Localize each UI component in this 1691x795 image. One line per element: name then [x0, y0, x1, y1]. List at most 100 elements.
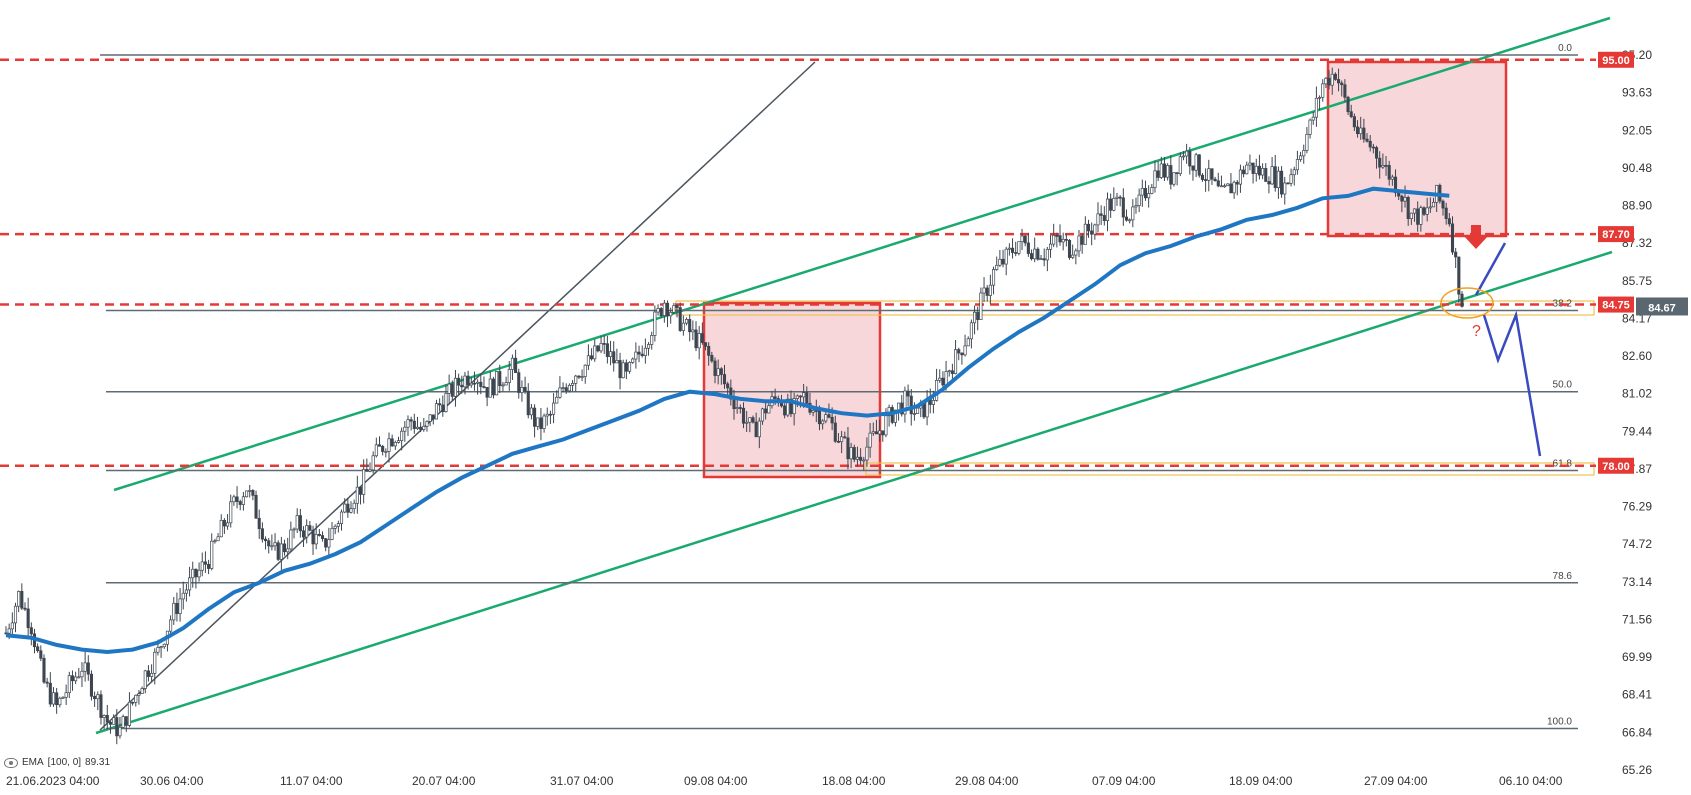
- x-tick-label: 21.06.2023 04:00: [6, 774, 100, 788]
- candle-body: [485, 387, 489, 398]
- candle-body: [1010, 247, 1015, 253]
- candle-body: [279, 543, 283, 560]
- candle-body: [691, 329, 695, 333]
- candle-body: [235, 496, 239, 502]
- candle-body: [232, 496, 236, 503]
- indicator-value: 89.31: [85, 757, 111, 768]
- fib-label: 61.8: [1553, 459, 1573, 470]
- candle-body: [514, 357, 518, 373]
- candle-body: [1352, 116, 1356, 128]
- eye-icon[interactable]: [4, 757, 18, 768]
- candle-body: [159, 646, 163, 649]
- candle-body: [672, 305, 676, 313]
- candle-body: [466, 375, 470, 386]
- candle-body: [1280, 170, 1284, 195]
- candle-body: [444, 393, 448, 413]
- candle-body: [1204, 179, 1208, 181]
- candle-body: [523, 387, 527, 392]
- candle-body: [219, 520, 223, 538]
- candle-body: [400, 430, 404, 441]
- candle-body: [93, 695, 97, 700]
- candle-body: [643, 347, 647, 356]
- candle-body: [760, 408, 765, 422]
- candle-body: [273, 542, 277, 547]
- x-tick-label: 29.08 04:00: [955, 774, 1019, 788]
- candle-body: [916, 407, 920, 414]
- x-tick-label: 06.10 04:00: [1499, 774, 1563, 788]
- candle-body: [1213, 178, 1217, 182]
- candle-body: [688, 319, 692, 333]
- candle-body: [995, 264, 999, 270]
- candle-body: [735, 407, 739, 410]
- candle-body: [627, 362, 632, 372]
- candle-body: [1337, 79, 1341, 84]
- candle-body: [802, 392, 806, 398]
- candle-body: [64, 692, 68, 698]
- candle-body: [1397, 192, 1401, 197]
- candle-body: [317, 533, 321, 536]
- candle-body: [1147, 193, 1151, 199]
- x-tick-label: 31.07 04:00: [550, 774, 614, 788]
- candle-body: [453, 377, 458, 397]
- candle-body: [1330, 73, 1334, 86]
- x-tick-label: 07.09 04:00: [1092, 774, 1156, 788]
- lower-channel-line: [95, 250, 1613, 735]
- candle-body: [210, 540, 214, 569]
- candle-body: [241, 496, 245, 505]
- y-tick-label: 90.48: [1622, 161, 1652, 175]
- candle-body: [58, 697, 62, 706]
- candle-body: [358, 486, 363, 495]
- candle-body: [859, 456, 863, 461]
- candle-body: [1137, 194, 1141, 206]
- candle-body: [1454, 251, 1458, 258]
- candle-body: [590, 355, 594, 360]
- candle-body: [1223, 185, 1227, 188]
- candle-body: [131, 701, 135, 704]
- candle-body: [460, 384, 464, 388]
- y-tick-label: 93.63: [1622, 86, 1652, 100]
- candle-body: [1036, 248, 1040, 260]
- candle-body: [441, 404, 445, 413]
- candle-body: [419, 426, 423, 430]
- candle-body: [238, 501, 242, 505]
- indicator-legend[interactable]: EMA [100, 0] 89.31: [4, 757, 110, 768]
- candle-body: [415, 426, 420, 429]
- candle-body: [48, 682, 52, 705]
- candle-body: [77, 676, 81, 679]
- candle-body: [270, 545, 274, 548]
- candle-body: [827, 414, 831, 418]
- candle-body: [267, 540, 271, 547]
- candle-body: [1273, 166, 1277, 189]
- candle-body: [884, 415, 888, 436]
- candle-body: [868, 432, 872, 448]
- candle-body: [1102, 215, 1106, 221]
- candle-body: [703, 342, 708, 347]
- down-arrow-icon: [1463, 225, 1489, 249]
- candle-body: [479, 381, 483, 387]
- y-tick-label: 85.75: [1622, 274, 1652, 288]
- candle-body: [276, 542, 280, 560]
- candle-body: [406, 419, 410, 428]
- candle-body: [1162, 163, 1167, 178]
- candle-body: [669, 312, 673, 317]
- candle-body: [140, 688, 144, 694]
- candle-body: [745, 421, 749, 424]
- y-tick-label: 68.41: [1622, 688, 1652, 702]
- candle-body: [298, 515, 302, 532]
- candle-body: [1457, 256, 1461, 295]
- level-flag: [1598, 296, 1634, 313]
- candle-body: [960, 352, 964, 356]
- y-tick-label: 73.14: [1622, 575, 1652, 589]
- candle-body: [89, 673, 94, 697]
- candle-body: [1166, 165, 1170, 178]
- candle-body: [1067, 240, 1072, 258]
- candle-body: [320, 535, 325, 539]
- candle-body: [20, 590, 24, 609]
- y-tick-label: 74.72: [1622, 537, 1652, 551]
- candle-body: [615, 360, 619, 364]
- candle-body: [716, 368, 720, 376]
- candle-body: [178, 598, 182, 614]
- candle-body: [1261, 168, 1265, 176]
- candle-body: [1105, 198, 1110, 221]
